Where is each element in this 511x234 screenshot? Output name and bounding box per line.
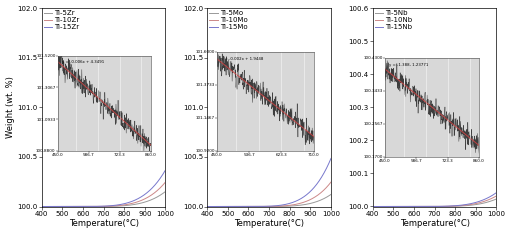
Ti-10Mo <box>280 205 286 207</box>
Ti-15Mo <box>298 197 304 200</box>
Ti-10Mo <box>283 204 289 207</box>
Ti-15Mo <box>328 157 334 160</box>
Line: Ti-15Nb: Ti-15Nb <box>373 193 497 206</box>
Ti-15Zr <box>47 205 53 208</box>
Ti-10Mo <box>204 205 211 208</box>
X-axis label: Temperature(°C): Temperature(°C) <box>68 219 138 228</box>
Ti-15Zr <box>132 198 138 201</box>
Ti-15Nb <box>494 191 500 194</box>
Ti-10Mo <box>212 205 218 208</box>
Y-axis label: Weight (wt. %): Weight (wt. %) <box>6 76 14 138</box>
Ti-10Zr <box>118 204 124 207</box>
Ti-10Zr <box>39 205 45 208</box>
Line: Ti-5Zr: Ti-5Zr <box>42 191 166 206</box>
Ti-15Zr <box>118 203 124 206</box>
Ti-5Zr <box>39 205 45 208</box>
Ti-15Nb <box>476 200 482 203</box>
Ti-5Nb <box>369 205 376 208</box>
Line: Ti-10Zr: Ti-10Zr <box>42 182 166 206</box>
Ti-10Nb <box>377 205 383 208</box>
Ti-5Nb <box>463 204 470 207</box>
Ti-15Mo <box>276 204 282 207</box>
Ti-10Zr <box>47 205 53 208</box>
Ti-5Nb <box>442 205 448 208</box>
Ti-10Nb <box>445 205 451 208</box>
Ti-5Nb <box>377 205 383 208</box>
Ti-15Mo <box>212 205 218 208</box>
Line: Ti-10Nb: Ti-10Nb <box>373 196 497 206</box>
Ti-15Nb <box>463 203 470 206</box>
Ti-5Zr <box>47 205 53 208</box>
Line: Ti-15Zr: Ti-15Zr <box>42 170 166 206</box>
Ti-15Mo <box>311 186 317 189</box>
Ti-15Nb <box>377 205 383 208</box>
Ti-5Mo <box>283 205 289 208</box>
Ti-15Zr <box>39 205 45 208</box>
Ti-5Zr <box>132 203 138 206</box>
Ti-5Zr <box>162 190 169 193</box>
Ti-10Zr <box>110 205 117 207</box>
Ti-5Mo <box>328 193 334 196</box>
Ti-5Mo <box>276 205 282 208</box>
Ti-15Mo <box>283 203 289 206</box>
Legend: Ti-5Nb, Ti-10Nb, Ti-15Nb: Ti-5Nb, Ti-10Nb, Ti-15Nb <box>374 9 413 31</box>
Ti-10Zr <box>114 204 120 207</box>
X-axis label: Temperature(°C): Temperature(°C) <box>400 219 470 228</box>
Ti-5Nb <box>476 203 482 205</box>
Ti-5Nb <box>449 205 455 208</box>
Ti-15Zr <box>162 168 169 171</box>
Ti-5Zr <box>145 200 151 202</box>
Ti-15Nb <box>449 205 455 207</box>
Ti-15Mo <box>204 205 211 208</box>
Ti-10Nb <box>463 204 470 207</box>
Line: Ti-5Mo: Ti-5Mo <box>207 194 331 206</box>
Ti-5Mo <box>204 205 211 208</box>
Line: Ti-5Nb: Ti-5Nb <box>373 199 497 206</box>
Legend: Ti-5Zr, Ti-10Zr, Ti-15Zr: Ti-5Zr, Ti-10Zr, Ti-15Zr <box>43 9 80 31</box>
Ti-15Nb <box>369 205 376 208</box>
Ti-10Zr <box>132 201 138 204</box>
Ti-10Mo <box>298 202 304 205</box>
Ti-10Nb <box>449 205 455 208</box>
Ti-10Nb <box>369 205 376 208</box>
Legend: Ti-5Mo, Ti-10Mo, Ti-15Mo: Ti-5Mo, Ti-10Mo, Ti-15Mo <box>208 9 248 31</box>
Ti-15Mo <box>280 204 286 206</box>
Ti-5Zr <box>118 205 124 207</box>
Ti-10Nb <box>494 194 500 197</box>
Ti-10Nb <box>476 201 482 204</box>
Ti-10Mo <box>328 181 334 183</box>
Ti-10Mo <box>276 205 282 208</box>
Ti-10Zr <box>162 181 169 183</box>
Ti-15Zr <box>110 204 117 207</box>
Ti-15Zr <box>114 204 120 206</box>
Ti-5Nb <box>494 197 500 200</box>
Ti-15Nb <box>445 205 451 208</box>
Ti-10Mo <box>311 196 317 199</box>
Ti-5Zr <box>114 205 120 208</box>
Line: Ti-10Mo: Ti-10Mo <box>207 182 331 206</box>
Ti-15Nb <box>442 205 448 208</box>
Ti-5Mo <box>280 205 286 208</box>
Ti-10Zr <box>145 196 151 198</box>
Ti-5Zr <box>110 205 117 208</box>
Ti-15Zr <box>145 190 151 193</box>
Line: Ti-15Mo: Ti-15Mo <box>207 158 331 206</box>
Ti-5Nb <box>445 205 451 208</box>
Ti-5Mo <box>212 205 218 208</box>
X-axis label: Temperature(°C): Temperature(°C) <box>234 219 304 228</box>
Ti-10Nb <box>442 205 448 208</box>
Ti-5Mo <box>298 204 304 207</box>
Ti-5Mo <box>311 201 317 204</box>
